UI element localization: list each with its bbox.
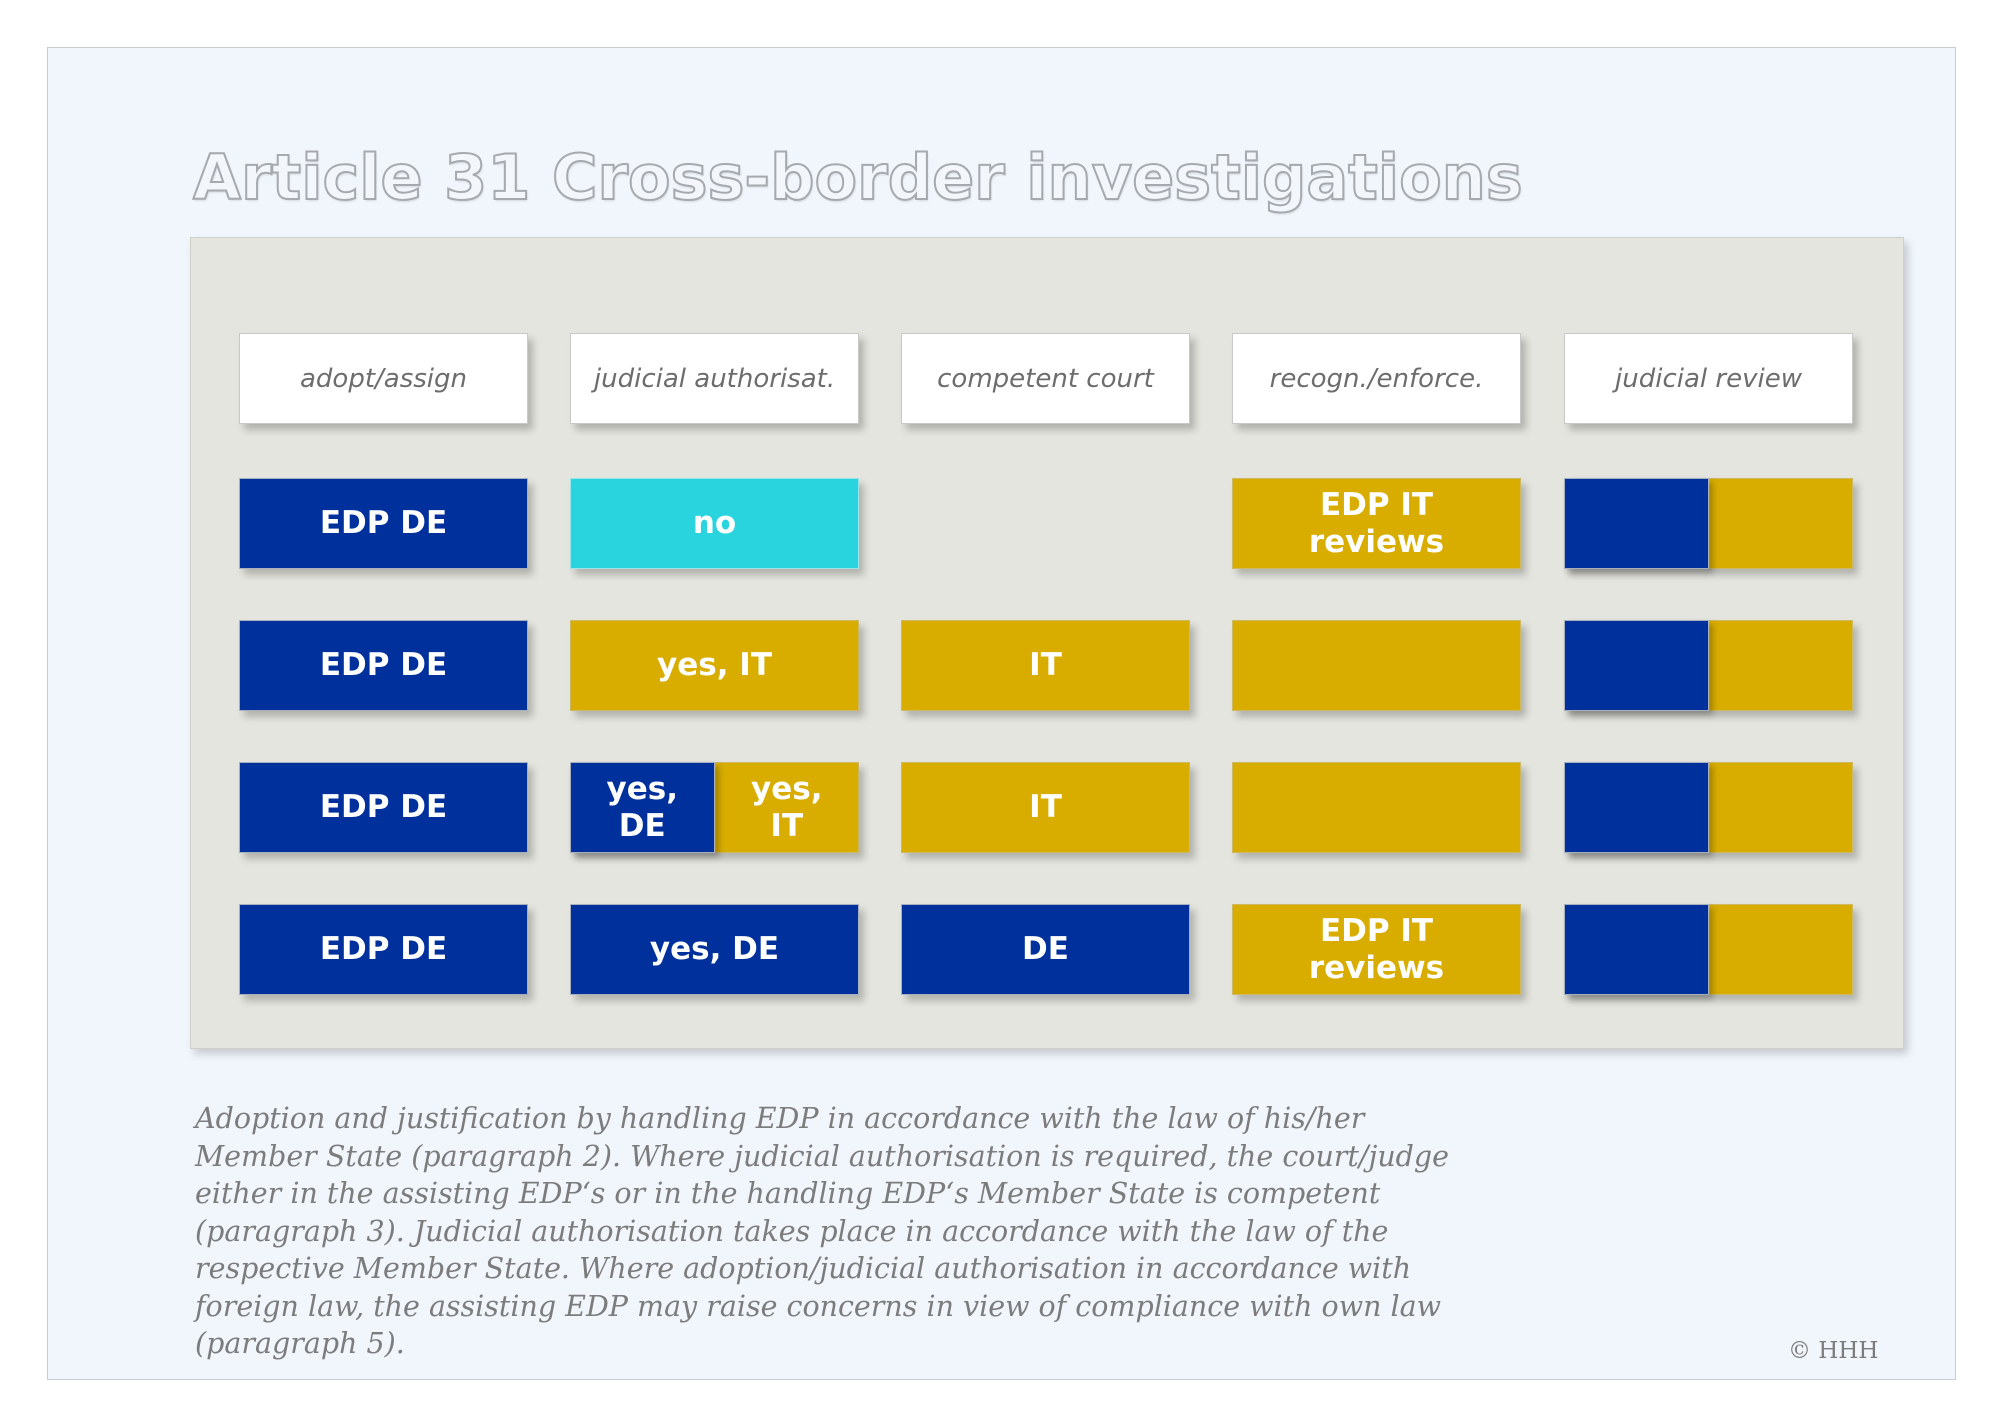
row1-review-it-half [1708, 478, 1853, 569]
row2-review-cell [1564, 620, 1853, 711]
row3-judicial-it-line2: IT [770, 807, 804, 844]
copyright-notice: © HHH [1788, 1338, 1879, 1364]
matrix-panel: adopt/assign judicial authorisat. compet… [190, 237, 1904, 1049]
row1-recogn-line1: EDP IT [1319, 486, 1434, 523]
row3-recogn-cell [1232, 762, 1521, 853]
row2-court-cell: IT [901, 620, 1190, 711]
row2-adopt-cell: EDP DE [239, 620, 528, 711]
row4-recogn-line2: reviews [1308, 949, 1445, 986]
row1-review-cell [1564, 478, 1853, 569]
row3-judicial-cell: yes, DE yes, IT [570, 762, 859, 853]
row2-judicial-cell: yes, IT [570, 620, 859, 711]
row2-recogn-cell [1232, 620, 1521, 711]
row3-judicial-it-half: yes, IT [714, 762, 859, 853]
column-header-judicial-authorisation: judicial authorisat. [570, 333, 859, 424]
column-header-recognition-enforcement: recogn./enforce. [1232, 333, 1521, 424]
row4-adopt-cell: EDP DE [239, 904, 528, 995]
row2-review-de-half [1564, 620, 1709, 711]
row1-recogn-cell: EDP IT reviews [1232, 478, 1521, 569]
row2-review-it-half [1708, 620, 1853, 711]
row1-adopt-cell: EDP DE [239, 478, 528, 569]
row3-review-de-half [1564, 762, 1709, 853]
row4-court-cell: DE [901, 904, 1190, 995]
row3-judicial-de-line1: yes, [606, 770, 678, 807]
column-header-judicial-review: judicial review [1564, 333, 1853, 424]
column-header-competent-court: competent court [901, 333, 1190, 424]
row1-judicial-cell: no [570, 478, 859, 569]
row3-court-cell: IT [901, 762, 1190, 853]
row4-review-cell [1564, 904, 1853, 995]
explanatory-caption: Adoption and justification by handling E… [195, 1102, 1450, 1360]
row1-review-de-half [1564, 478, 1709, 569]
row4-recogn-line1: EDP IT [1319, 912, 1434, 949]
row4-review-it-half [1708, 904, 1853, 995]
row3-judicial-de-line2: DE [618, 807, 666, 844]
row3-review-it-half [1708, 762, 1853, 853]
row3-adopt-cell: EDP DE [239, 762, 528, 853]
page-title: Article 31 Cross-border investigations [192, 140, 1524, 215]
row4-recogn-cell: EDP IT reviews [1232, 904, 1521, 995]
row3-judicial-de-half: yes, DE [570, 762, 715, 853]
row1-recogn-line2: reviews [1308, 523, 1445, 560]
row3-judicial-it-line1: yes, [751, 770, 823, 807]
row4-review-de-half [1564, 904, 1709, 995]
row3-review-cell [1564, 762, 1853, 853]
column-header-adopt-assign: adopt/assign [239, 333, 528, 424]
row4-judicial-cell: yes, DE [570, 904, 859, 995]
